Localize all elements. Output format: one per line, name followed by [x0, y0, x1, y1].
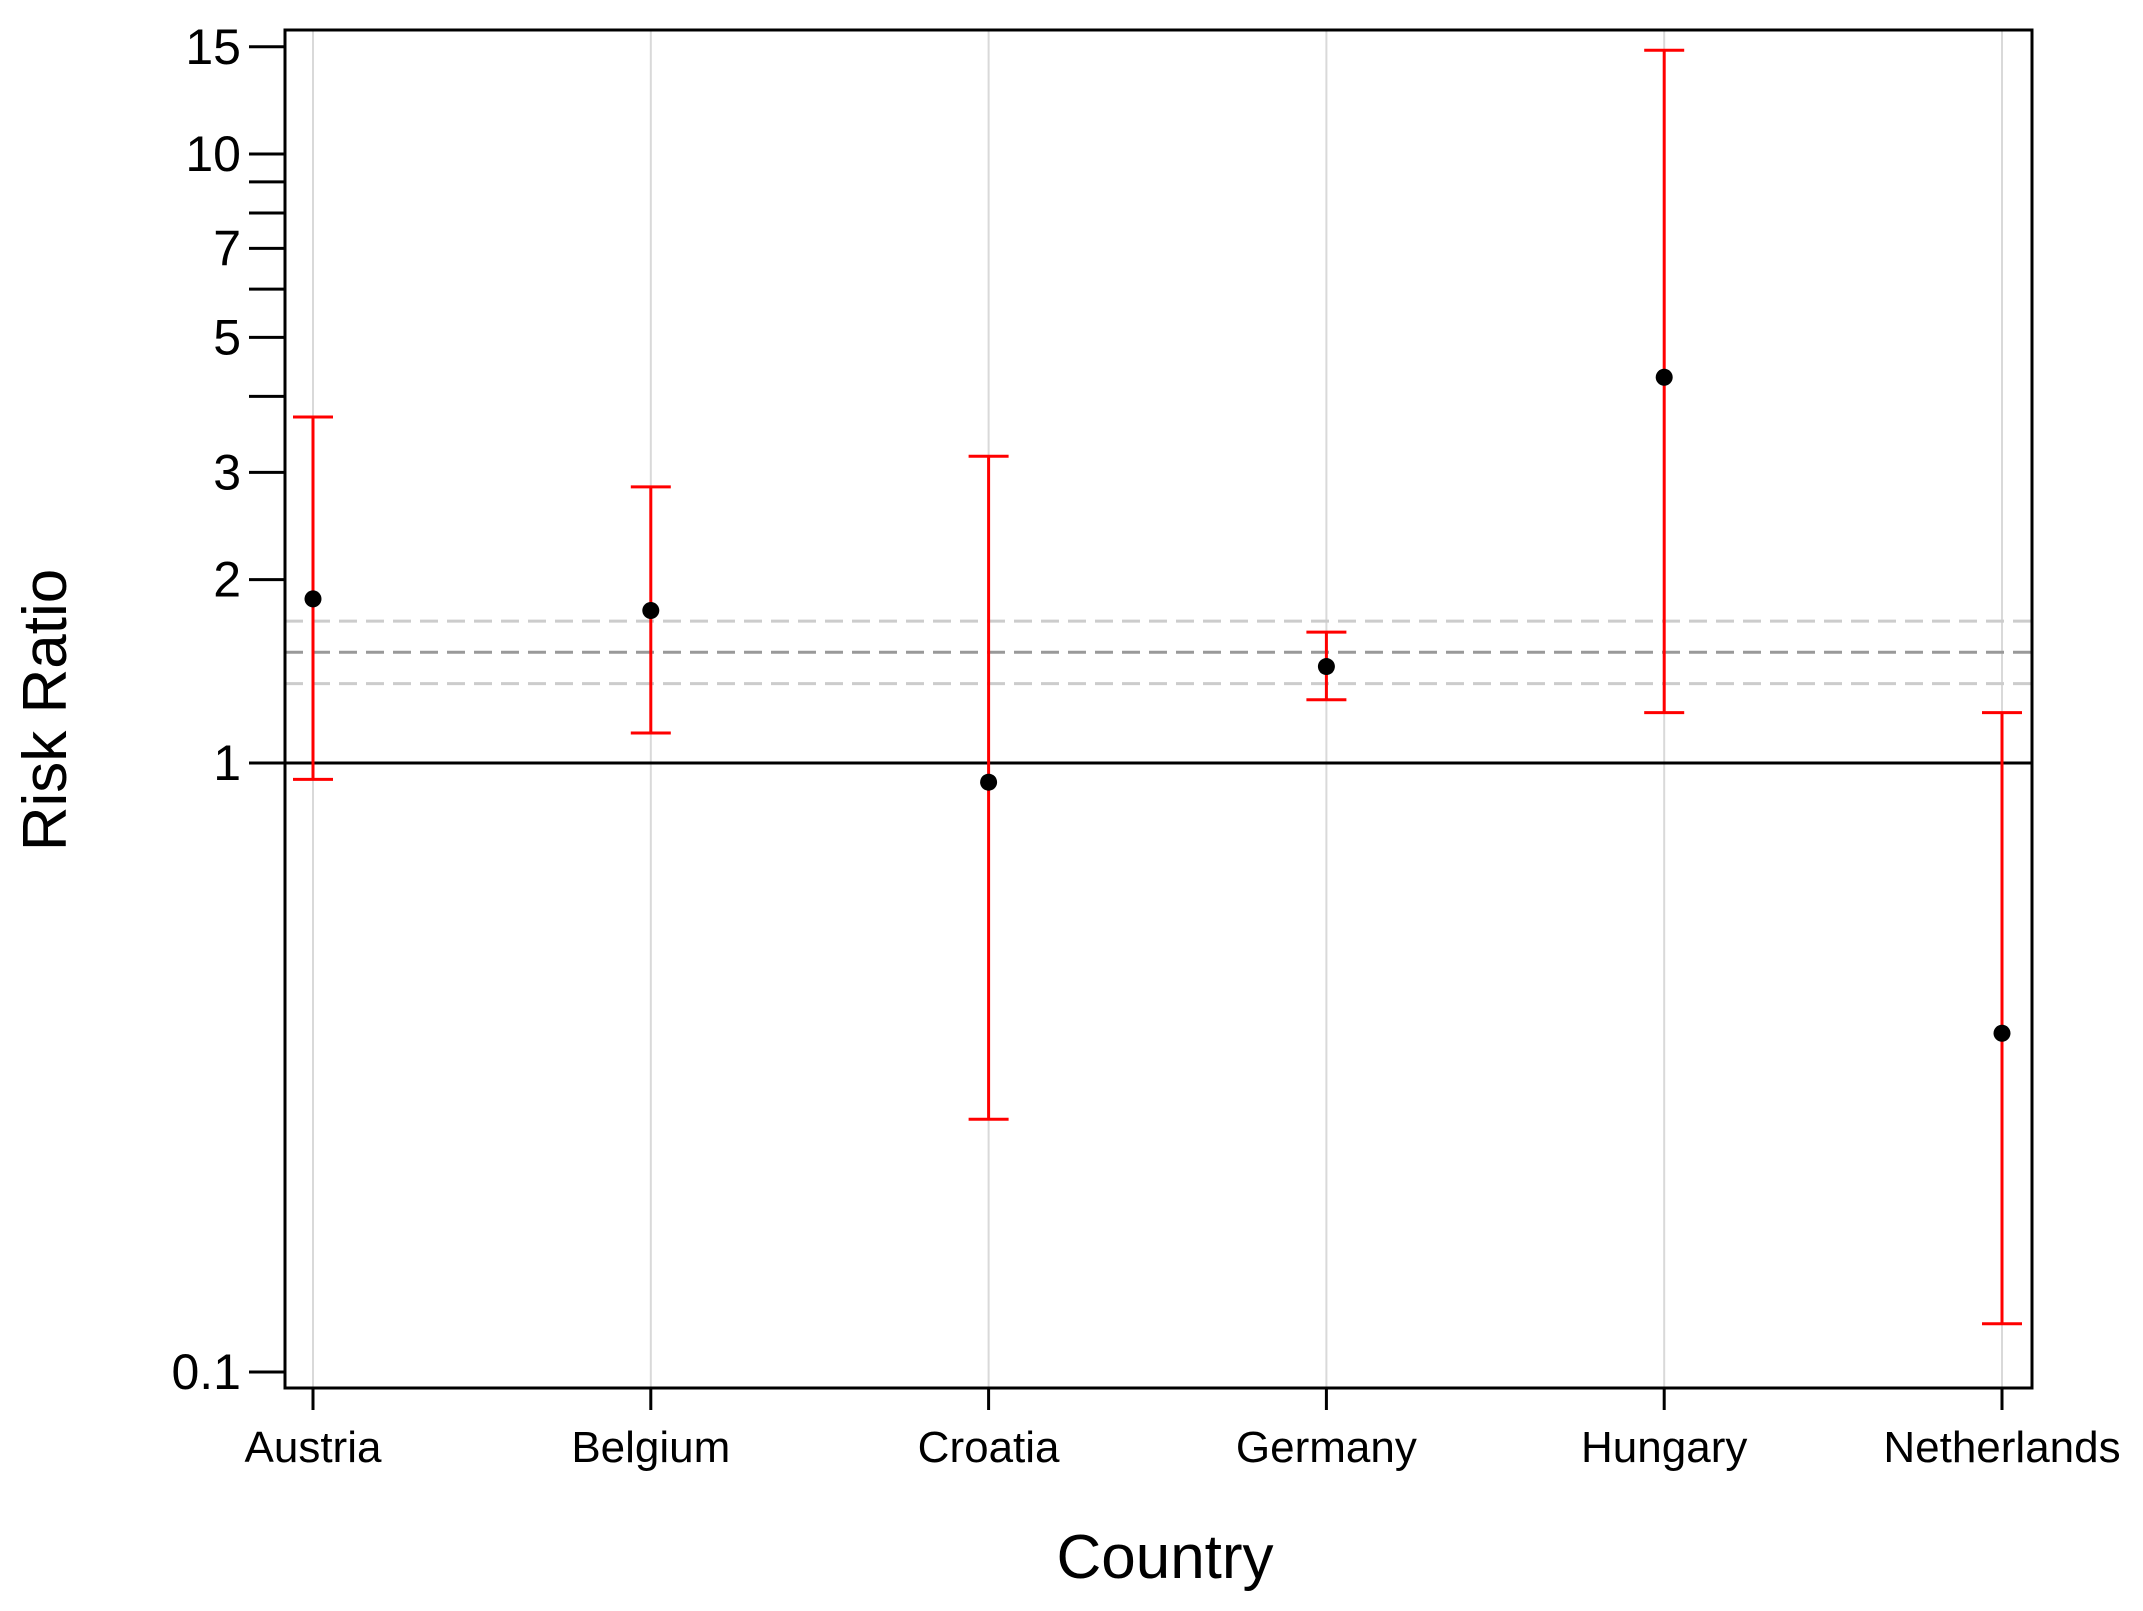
point-belgium	[642, 601, 660, 619]
pooled-estimate-layer	[285, 619, 2032, 686]
y-tick-layer: 0.1 1 2 3 5 7 10 15	[171, 19, 285, 1400]
point-croatia	[980, 773, 998, 791]
x-tick-label-belgium: Belgium	[571, 1423, 730, 1472]
y-tick-label-7: 7	[213, 220, 241, 276]
y-tick-label-3: 3	[213, 444, 241, 500]
point-austria	[304, 590, 322, 608]
point-netherlands	[1993, 1024, 2011, 1042]
point-germany	[1317, 658, 1335, 676]
axis-layer	[283, 28, 2034, 1390]
y-tick-label-15: 15	[185, 19, 241, 75]
x-tick-label-austria: Austria	[245, 1423, 382, 1472]
x-tick-label-germany: Germany	[1236, 1423, 1417, 1472]
y-tick-label-2: 2	[213, 552, 241, 608]
x-tick-label-hungary: Hungary	[1581, 1423, 1747, 1472]
x-tick-layer: Austria Belgium Croatia Germany Hungary Nethe…	[245, 1388, 2121, 1472]
y-tick-label-5: 5	[213, 309, 241, 365]
point-layer	[304, 368, 2011, 1042]
point-hungary	[1655, 368, 1673, 386]
y-tick-label-1: 1	[213, 735, 241, 791]
x-axis-title: Country	[1056, 1523, 1273, 1592]
grid-layer	[312, 30, 2003, 1388]
y-axis-title: Risk Ratio	[11, 569, 80, 852]
y-tick-label-0.1: 0.1	[171, 1344, 241, 1400]
x-tick-label-croatia: Croatia	[918, 1423, 1060, 1472]
y-tick-label-10: 10	[185, 126, 241, 182]
x-tick-label-netherlands: Netherlands	[1883, 1423, 2120, 1472]
plot-frame	[283, 28, 2034, 1390]
error-bar-layer	[293, 48, 2022, 1326]
